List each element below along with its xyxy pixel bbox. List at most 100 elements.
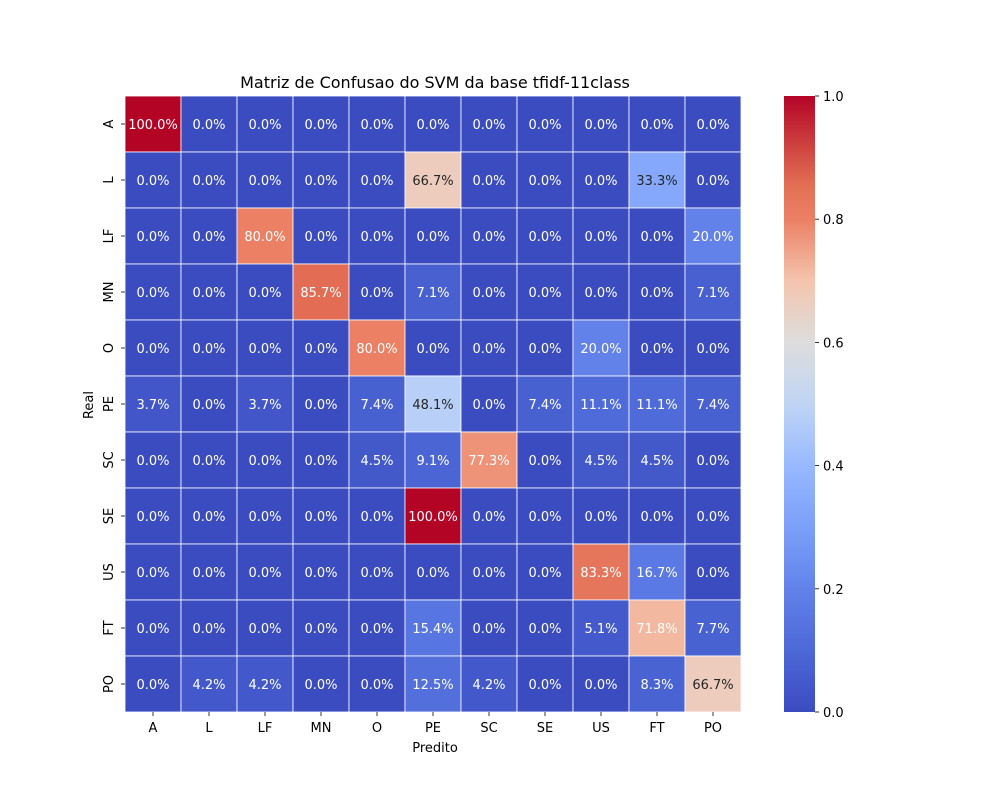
heatmap-cell bbox=[516, 95, 574, 153]
cell-label: 0.0% bbox=[528, 286, 561, 301]
heatmap-cell bbox=[460, 263, 518, 321]
cell-label: 0.0% bbox=[192, 566, 225, 581]
cell-label: 0.0% bbox=[360, 118, 393, 133]
cell-label: 0.0% bbox=[640, 286, 673, 301]
heatmap-cell bbox=[628, 543, 686, 601]
cell-label: 0.0% bbox=[192, 230, 225, 245]
heatmap-cell bbox=[572, 151, 630, 209]
heatmap-cell bbox=[124, 151, 182, 209]
cell-label: 0.0% bbox=[304, 566, 337, 581]
chart-title: Matriz de Confusao do SVM da base tfidf-… bbox=[240, 73, 630, 92]
heatmap-cell bbox=[404, 319, 462, 377]
heatmap-cell bbox=[236, 95, 294, 153]
x-tick-label: PO bbox=[704, 721, 722, 736]
heatmap-cell bbox=[628, 431, 686, 489]
cell-label: 0.0% bbox=[584, 230, 617, 245]
cell-label: 66.7% bbox=[412, 174, 453, 189]
cell-label: 0.0% bbox=[416, 118, 449, 133]
heatmap-cell bbox=[124, 487, 182, 545]
cell-label: 0.0% bbox=[416, 230, 449, 245]
cell-label: 0.0% bbox=[528, 622, 561, 637]
cell-label: 0.0% bbox=[136, 342, 169, 357]
heatmap-cell bbox=[684, 207, 742, 265]
cell-label: 0.0% bbox=[192, 454, 225, 469]
cell-label: 0.0% bbox=[416, 566, 449, 581]
heatmap-cell bbox=[124, 207, 182, 265]
cell-label: 77.3% bbox=[468, 454, 509, 469]
heatmap-cell bbox=[516, 431, 574, 489]
cell-label: 7.1% bbox=[696, 286, 729, 301]
cell-label: 0.0% bbox=[248, 566, 281, 581]
heatmap-cell bbox=[180, 487, 238, 545]
heatmap-cell bbox=[404, 487, 462, 545]
cell-label: 0.0% bbox=[248, 286, 281, 301]
cell-label: 3.7% bbox=[136, 398, 169, 413]
cell-label: 0.0% bbox=[248, 118, 281, 133]
heatmap-cell bbox=[460, 207, 518, 265]
heatmap-cell bbox=[180, 263, 238, 321]
heatmap-cells: 100.0% 0.0% 0.0% 0.0% 0.0% 0.0% 0.0% 0.0% 0.0% 0.… bbox=[124, 95, 742, 713]
cell-label: 0.0% bbox=[696, 342, 729, 357]
cell-label: 0.0% bbox=[640, 342, 673, 357]
heatmap-cell bbox=[628, 151, 686, 209]
x-tick-label: L bbox=[205, 721, 213, 736]
heatmap-cell bbox=[516, 543, 574, 601]
x-tick-label: PE bbox=[425, 721, 441, 736]
heatmap-cell bbox=[292, 319, 350, 377]
cell-label: 0.0% bbox=[472, 286, 505, 301]
heatmap-cell bbox=[628, 319, 686, 377]
heatmap-cell bbox=[292, 431, 350, 489]
cell-label: 83.3% bbox=[580, 566, 621, 581]
cell-label: 0.0% bbox=[360, 678, 393, 693]
x-axis: A L LF MN O PE SC SE US FT PO bbox=[149, 712, 722, 736]
cell-label: 100.0% bbox=[128, 118, 178, 133]
colorbar-tick-label: 0.2 bbox=[823, 583, 844, 598]
cell-label: 0.0% bbox=[584, 286, 617, 301]
heatmap-cell bbox=[236, 151, 294, 209]
heatmap-cell bbox=[292, 263, 350, 321]
cell-label: 0.0% bbox=[696, 510, 729, 525]
cell-label: 7.7% bbox=[696, 622, 729, 637]
cell-label: 9.1% bbox=[416, 454, 449, 469]
cell-label: 0.0% bbox=[584, 510, 617, 525]
cell-label: 0.0% bbox=[192, 510, 225, 525]
cell-label: 0.0% bbox=[248, 174, 281, 189]
cell-label: 0.0% bbox=[472, 510, 505, 525]
heatmap-cell bbox=[516, 487, 574, 545]
y-tick-label: PO bbox=[102, 675, 117, 693]
heatmap-cell bbox=[348, 599, 406, 657]
heatmap-cell bbox=[460, 543, 518, 601]
cell-label: 0.0% bbox=[136, 566, 169, 581]
cell-label: 11.1% bbox=[636, 398, 677, 413]
cell-label: 0.0% bbox=[360, 622, 393, 637]
heatmap-cell bbox=[348, 487, 406, 545]
cell-label: 33.3% bbox=[636, 174, 677, 189]
heatmap-cell bbox=[684, 263, 742, 321]
cell-label: 0.0% bbox=[304, 510, 337, 525]
heatmap-cell bbox=[404, 543, 462, 601]
cell-label: 0.0% bbox=[304, 174, 337, 189]
y-tick-label: L bbox=[102, 176, 117, 184]
heatmap-cell bbox=[236, 599, 294, 657]
heatmap-cell bbox=[628, 487, 686, 545]
cell-label: 0.0% bbox=[472, 398, 505, 413]
cell-label: 7.4% bbox=[360, 398, 393, 413]
cell-label: 0.0% bbox=[584, 174, 617, 189]
heatmap-cell bbox=[572, 375, 630, 433]
cell-label: 0.0% bbox=[696, 118, 729, 133]
y-tick-label: SC bbox=[102, 451, 117, 468]
heatmap-cell bbox=[124, 95, 182, 153]
cell-label: 3.7% bbox=[248, 398, 281, 413]
cell-label: 0.0% bbox=[472, 566, 505, 581]
cell-label: 4.2% bbox=[472, 678, 505, 693]
cell-label: 4.2% bbox=[192, 678, 225, 693]
cell-label: 48.1% bbox=[412, 398, 453, 413]
heatmap-cell bbox=[684, 543, 742, 601]
cell-label: 8.3% bbox=[640, 678, 673, 693]
cell-label: 80.0% bbox=[356, 342, 397, 357]
cell-label: 0.0% bbox=[304, 622, 337, 637]
heatmap-cell bbox=[460, 151, 518, 209]
cell-label: 71.8% bbox=[636, 622, 677, 637]
colorbar-gradient bbox=[784, 96, 815, 712]
x-tick-label: SC bbox=[480, 721, 497, 736]
